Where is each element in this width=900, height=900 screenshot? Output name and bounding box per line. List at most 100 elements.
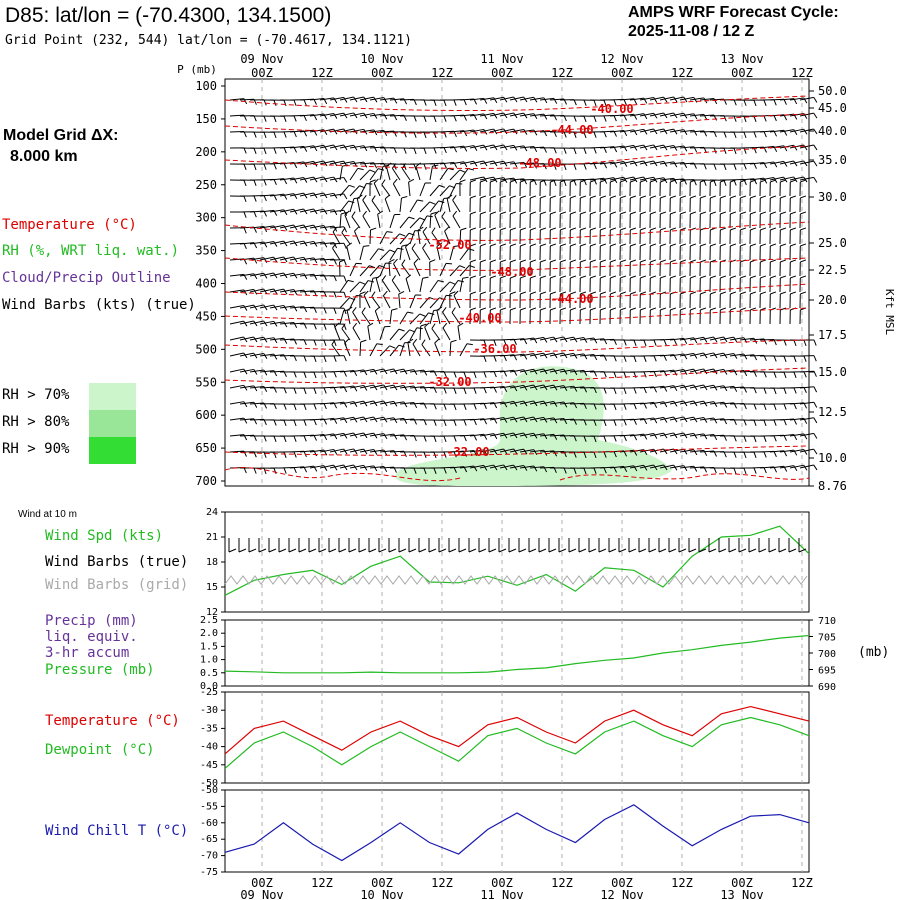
wind-barb-shaft (629, 418, 644, 421)
wind-barb-flag (730, 243, 737, 247)
wind-barb-flag (710, 275, 717, 279)
wind-barb-flag (313, 372, 317, 379)
wind-barb-flag (723, 164, 727, 171)
wind-barb-flag (346, 306, 353, 311)
wind-barb-shaft (379, 166, 384, 181)
wind-barb-flag (367, 322, 374, 327)
kft-axis-title: Kft MSL (883, 289, 896, 336)
wind-barb-shaft (509, 178, 524, 181)
wind-barb-flag (500, 275, 507, 279)
wind-barb-flag (780, 275, 787, 279)
wind-barb-flag (451, 307, 456, 313)
wind-barb-shaft (319, 112, 334, 117)
wind-barb-flag (480, 227, 487, 231)
wind-barb-flag (613, 355, 617, 362)
wind-barb-flag (580, 195, 587, 199)
wind-barb-flag (663, 464, 668, 471)
wind-barb-shaft (409, 230, 416, 245)
wind-barb-flag (713, 368, 718, 375)
wind-barb-flag (363, 400, 368, 407)
wind-barb-shaft (341, 328, 351, 341)
wind-barb-flag (293, 240, 298, 247)
wind-barb-shaft (359, 112, 374, 117)
wind-barb-flag (437, 279, 444, 283)
wind-barb-flag (500, 307, 507, 311)
wind-barb-flag (373, 465, 378, 472)
wind-barb-flag (273, 132, 277, 139)
wind-barb-shaft (479, 417, 494, 421)
isotherm-line (559, 473, 810, 481)
wind-barb-flag (263, 320, 268, 327)
wind-barb-flag (361, 307, 366, 313)
wind-barb-flag (263, 369, 268, 376)
wind-barb-flag (293, 289, 298, 295)
wind-barb-flag (473, 403, 477, 410)
wind-barb-shaft (449, 130, 464, 133)
wind-barb-shaft (289, 176, 304, 181)
wind-barb-flag (243, 320, 248, 327)
wind-barb-flag (442, 322, 448, 329)
wind-barb-flag (640, 275, 647, 279)
wind-barb-shaft (479, 160, 494, 165)
wind-barb-shaft (349, 128, 364, 133)
wind-barb-flag (650, 227, 657, 231)
wind-barb-shaft (659, 112, 674, 117)
wind-barb-shaft (499, 144, 514, 149)
wind-barb-flag (393, 258, 398, 264)
wind-barb-flag (500, 259, 507, 263)
wind-barb-shaft (299, 257, 314, 261)
wind-barb-flag (713, 401, 718, 408)
wind-barb-flag (660, 227, 667, 231)
wind-barb-flag (273, 99, 277, 106)
wind-barb-flag (560, 195, 567, 199)
wind-barb-flag (540, 211, 547, 215)
wind-barb-flag (403, 385, 408, 391)
wind-barb-shaft (639, 128, 654, 133)
wind-barb-shaft (349, 185, 360, 197)
wind-barb-flag (570, 259, 577, 263)
wind-barb-flag (431, 227, 436, 233)
wind-barb-flag (593, 163, 597, 170)
wind-barb-flag (470, 195, 477, 199)
wind-barb-flag (540, 243, 547, 247)
wind-barb-flag (750, 227, 757, 231)
wind-barb-flag (640, 291, 647, 295)
wind-barb-flag (813, 355, 817, 362)
wind-barb-flag (693, 416, 698, 423)
wind-barb-shaft (309, 192, 324, 197)
wind-barb-flag (422, 243, 427, 249)
dewpoint-label: Dewpoint (°C) (45, 742, 155, 758)
wind-barb-flag (793, 356, 797, 363)
wind-barb-shaft (389, 233, 400, 245)
wind-barb-flag (373, 400, 378, 407)
wind-barb-shaft (439, 168, 449, 181)
wind-barb-flag (376, 343, 383, 346)
wind-barb-flag (540, 275, 547, 279)
wind-barb-shaft (452, 215, 461, 229)
wind-barb-flag (303, 177, 308, 183)
wind-barb-flag (603, 100, 607, 107)
wind-barb-flag (453, 99, 457, 106)
wind-barb-flag (473, 160, 478, 167)
wind-barb-shaft (329, 448, 344, 453)
bottom-day-label: 10 Nov (360, 888, 403, 900)
wind-barb-flag (346, 242, 352, 247)
wind-barb-shaft (509, 432, 524, 437)
wind-barb-flag (780, 243, 787, 247)
wind-barb-shaft (259, 353, 274, 357)
wind-barb-shaft (421, 344, 431, 357)
top-time-tick: 00Z (611, 66, 633, 80)
wind-barb-flag (743, 419, 747, 426)
wind-barb-shaft (799, 417, 814, 421)
wind-barb-flag (520, 243, 527, 247)
wind-barb-shaft (589, 177, 604, 181)
wind-barb-shaft (669, 337, 684, 341)
wind-barb-shaft (399, 401, 414, 405)
wind-barb-flag (323, 192, 328, 199)
wind-barb-flag (353, 96, 358, 103)
wind-barb-flag (570, 275, 577, 279)
isotherm-label: -44.00 (550, 123, 593, 137)
wind-barb-shaft (319, 225, 334, 229)
wind-barb-flag (513, 177, 518, 184)
wind-barb-flag (603, 371, 607, 378)
